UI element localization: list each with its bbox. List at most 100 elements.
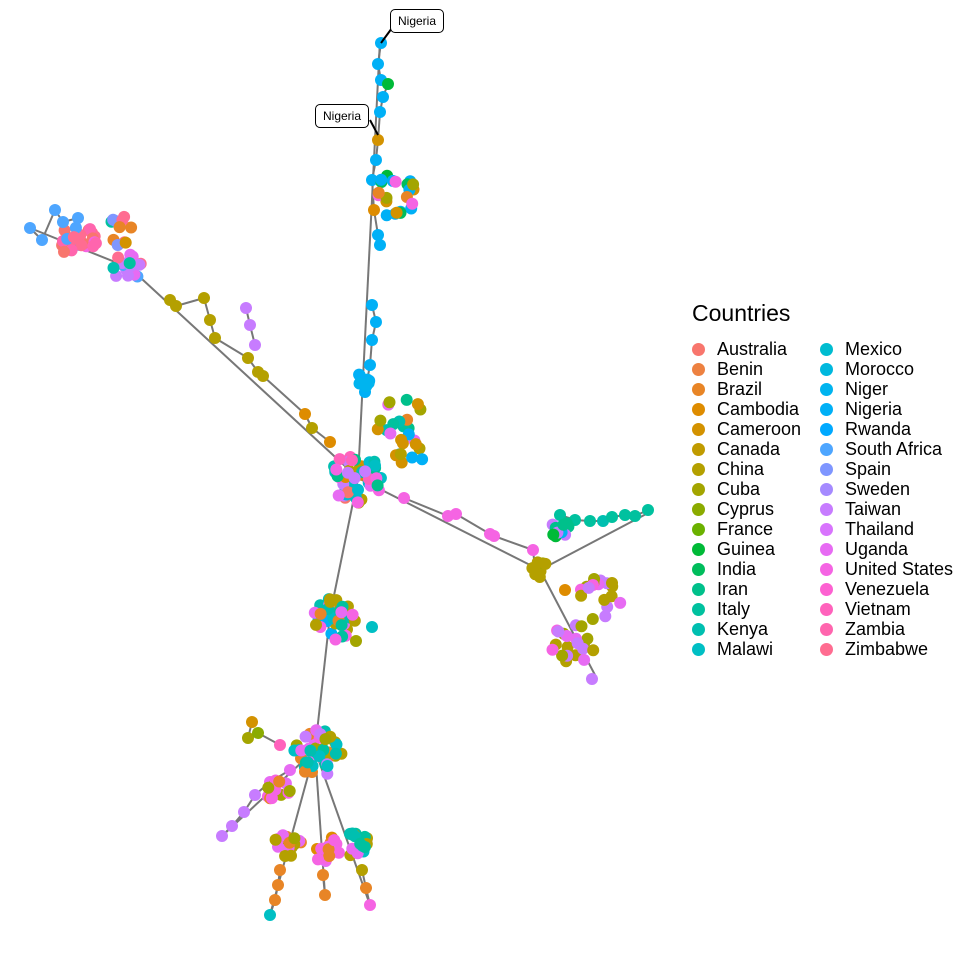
node <box>107 261 120 274</box>
node <box>411 398 424 411</box>
node <box>226 820 238 832</box>
node <box>328 834 341 847</box>
node <box>269 833 282 846</box>
legend-swatch <box>692 422 705 436</box>
edge <box>539 511 651 571</box>
node <box>246 716 258 728</box>
node <box>642 504 654 516</box>
legend-swatch <box>820 362 833 376</box>
legend-swatch <box>820 402 833 416</box>
legend-label: Rwanda <box>845 418 912 439</box>
legend-swatch <box>692 502 705 516</box>
node <box>374 414 387 427</box>
node <box>546 643 559 656</box>
legend-swatch <box>820 482 833 496</box>
node <box>366 174 378 186</box>
node <box>394 448 407 461</box>
node <box>406 451 419 464</box>
node <box>371 479 384 492</box>
node <box>75 239 88 252</box>
node <box>24 222 36 234</box>
legend-item: Canada <box>690 439 818 459</box>
node <box>383 396 396 409</box>
node <box>554 509 566 521</box>
legend-item: Mexico <box>818 339 958 359</box>
legend-label: Mexico <box>845 338 903 359</box>
node <box>587 644 600 657</box>
legend-item: Zimbabwe <box>818 639 958 659</box>
edge <box>214 337 249 359</box>
node <box>329 747 342 760</box>
legend-swatch <box>820 642 833 656</box>
node <box>372 229 384 241</box>
node <box>122 269 134 282</box>
node <box>372 58 384 70</box>
node <box>279 850 292 862</box>
node <box>364 359 376 371</box>
node <box>252 727 264 739</box>
network-nodes <box>24 37 654 921</box>
legend-swatch <box>692 562 705 576</box>
legend-item: India <box>690 559 818 579</box>
node <box>370 316 382 328</box>
node <box>306 422 318 434</box>
node <box>264 909 276 921</box>
node <box>274 739 286 751</box>
node <box>584 515 596 527</box>
node <box>374 239 386 251</box>
node <box>366 299 378 311</box>
node <box>112 251 125 264</box>
legend-item: Brazil <box>690 379 818 399</box>
node <box>353 368 366 381</box>
node <box>389 175 402 188</box>
legend-item: Italy <box>690 599 818 619</box>
legend-swatch <box>692 402 705 416</box>
node <box>597 515 609 527</box>
node <box>317 869 329 881</box>
network-plot <box>24 27 654 921</box>
legend-item: Iran <box>690 579 818 599</box>
node <box>204 314 216 326</box>
node <box>531 556 544 569</box>
node <box>380 209 393 222</box>
node <box>330 463 343 476</box>
legend-label: China <box>717 458 765 479</box>
legend-label: Cambodia <box>717 398 800 419</box>
legend-label: South Africa <box>845 438 943 459</box>
node <box>67 231 80 244</box>
node <box>299 408 311 420</box>
node <box>360 882 372 894</box>
legend-column-left: Australia Benin Brazil Cambodia Cameroon Cana… <box>690 339 818 659</box>
legend-swatch <box>692 522 705 536</box>
node <box>257 370 269 382</box>
legend-label: Guinea <box>717 538 776 559</box>
legend-item: Vietnam <box>818 599 958 619</box>
node <box>619 509 631 521</box>
node <box>605 590 618 603</box>
node <box>407 178 420 191</box>
legend-swatch <box>692 642 705 656</box>
legend-label: Cameroon <box>717 418 802 439</box>
node <box>335 606 348 619</box>
node <box>269 894 281 906</box>
node <box>395 433 408 446</box>
node-label-nigeria-mid: Nigeria <box>315 104 370 128</box>
node <box>370 154 382 166</box>
node <box>262 781 275 794</box>
node <box>319 733 332 746</box>
node <box>387 418 400 431</box>
node <box>390 206 403 219</box>
node <box>342 486 355 499</box>
edge <box>455 513 491 535</box>
node <box>581 632 594 645</box>
node <box>301 756 314 769</box>
node <box>284 764 296 776</box>
node <box>283 785 296 797</box>
legend-label: Zimbabwe <box>845 638 929 659</box>
legend-item: Benin <box>690 359 818 379</box>
node <box>364 899 376 911</box>
legend-item: Australia <box>690 339 818 359</box>
legend-item: Cuba <box>690 479 818 499</box>
legend-swatch <box>692 622 705 636</box>
legend-item: Uganda <box>818 539 958 559</box>
